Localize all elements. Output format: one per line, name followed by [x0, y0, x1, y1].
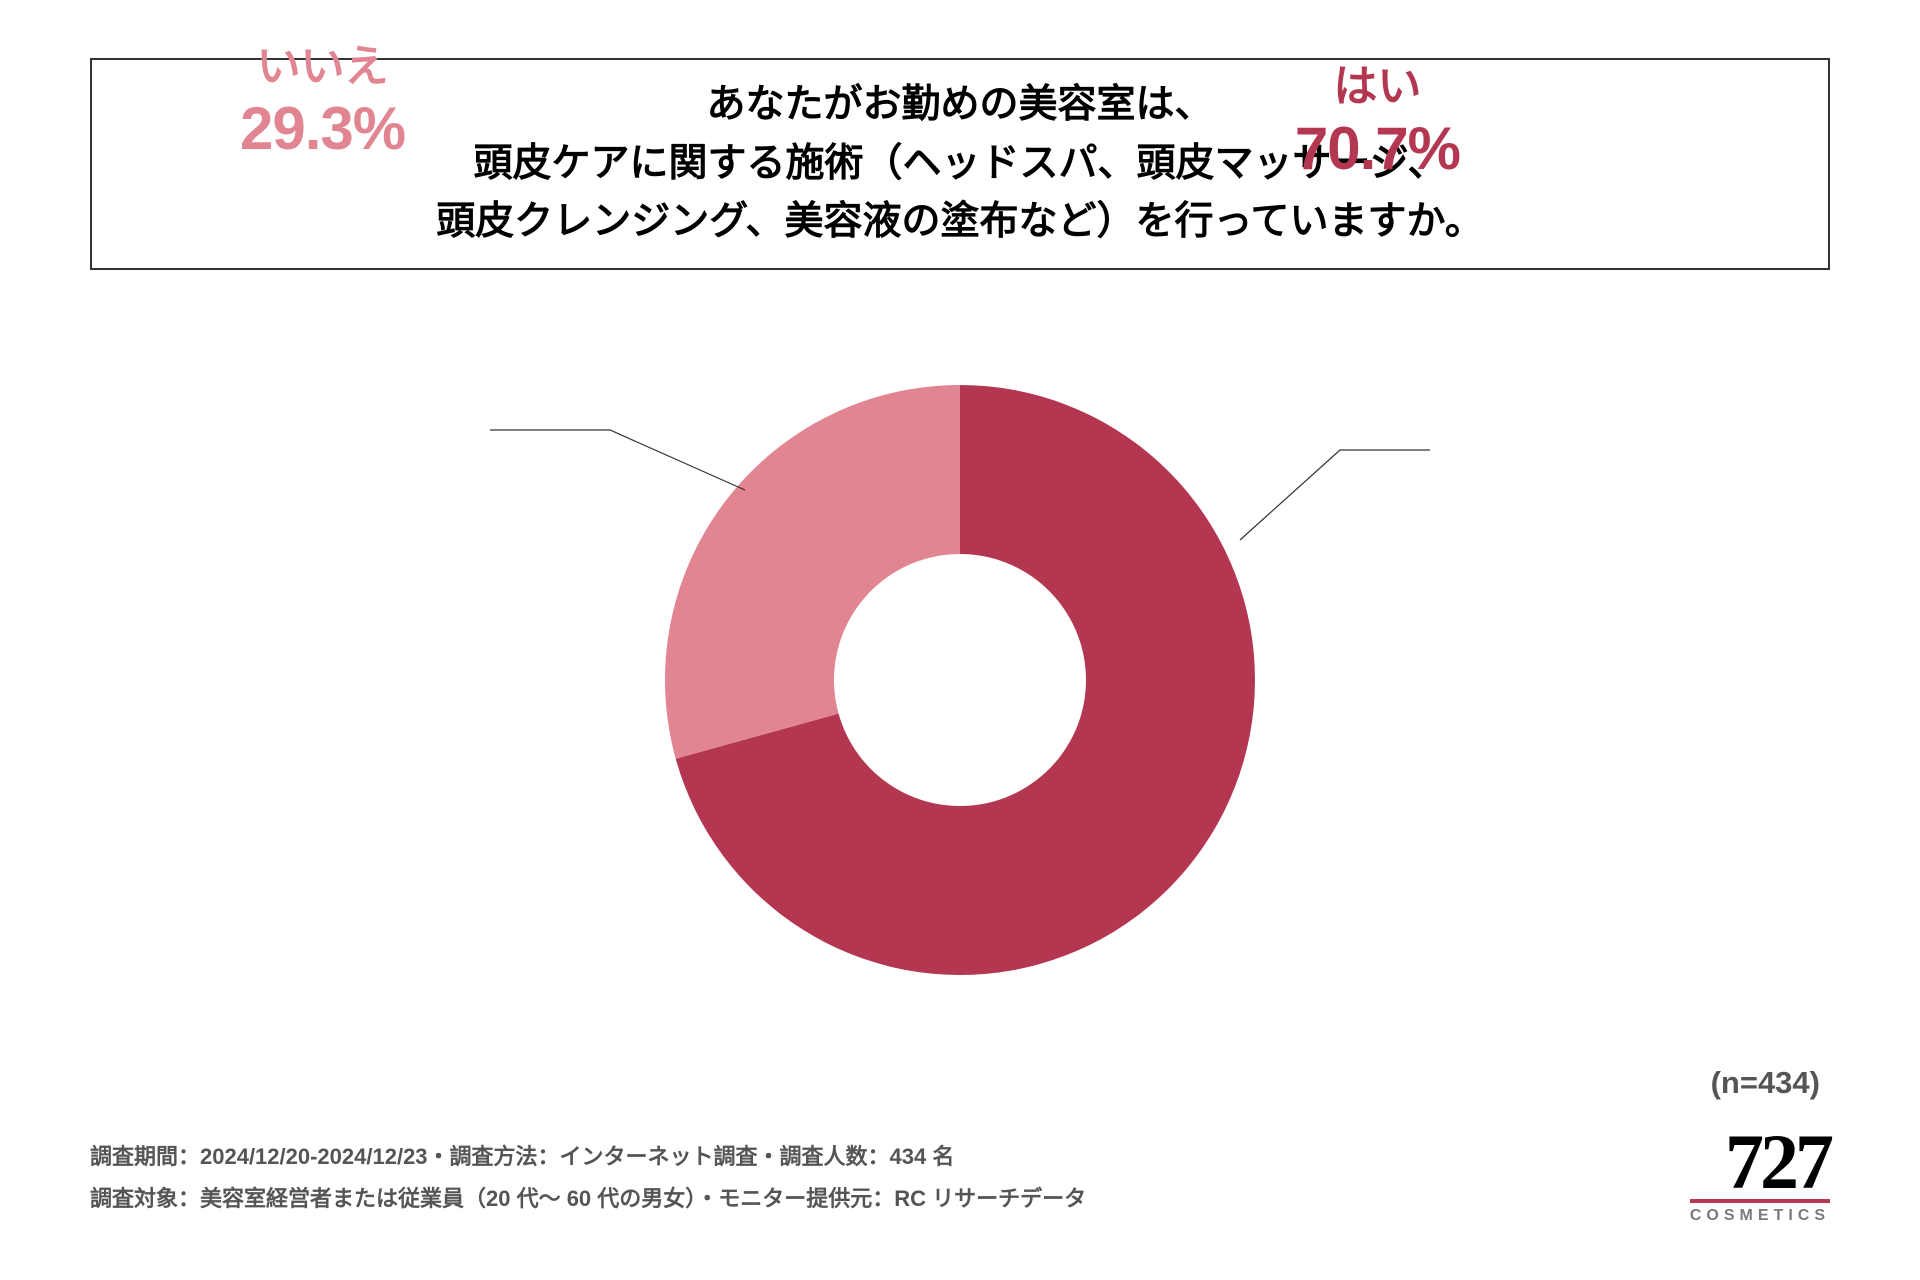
label-no-pct: 29.3% [240, 94, 405, 163]
donut-chart [0, 0, 1920, 1280]
leader-line [1240, 450, 1430, 540]
label-no: いいえ 29.3% [240, 30, 405, 163]
sample-size-label: (n=434) [1711, 1065, 1820, 1101]
logo-subtext: COSMETICS [1690, 1199, 1830, 1225]
label-yes: はい 70.7% [1295, 50, 1460, 183]
brand-logo: 727 COSMETICS [1690, 1127, 1830, 1225]
donut-segment-いいえ [665, 385, 960, 759]
label-yes-pct: 70.7% [1295, 114, 1460, 183]
footnote-line-1: 調査期間：2024/12/20-2024/12/23・調査方法：インターネット調… [90, 1136, 1086, 1178]
footnote-line-2: 調査対象：美容室経営者または従業員（20 代〜 60 代の男女）・モニター提供元… [90, 1178, 1086, 1220]
leader-line [490, 430, 745, 490]
survey-footnote: 調査期間：2024/12/20-2024/12/23・調査方法：インターネット調… [90, 1136, 1086, 1220]
label-no-title: いいえ [240, 30, 405, 94]
label-yes-title: はい [1295, 50, 1460, 114]
logo-number: 727 [1690, 1127, 1830, 1197]
